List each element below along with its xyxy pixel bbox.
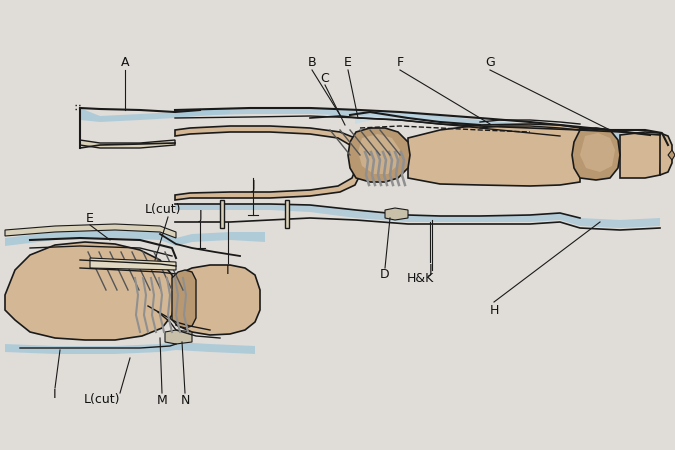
- Text: I: I: [226, 264, 230, 276]
- Text: I: I: [53, 388, 57, 401]
- Polygon shape: [580, 133, 615, 172]
- Polygon shape: [355, 112, 440, 124]
- Polygon shape: [165, 330, 192, 344]
- Polygon shape: [172, 270, 196, 328]
- Polygon shape: [408, 124, 580, 186]
- Polygon shape: [90, 258, 176, 270]
- Polygon shape: [175, 126, 360, 200]
- Text: F: F: [396, 55, 404, 68]
- Text: M: M: [157, 393, 167, 406]
- Polygon shape: [80, 108, 230, 122]
- Polygon shape: [285, 200, 289, 228]
- Polygon shape: [176, 265, 260, 335]
- Polygon shape: [572, 128, 620, 180]
- Polygon shape: [5, 224, 176, 238]
- Polygon shape: [175, 108, 650, 142]
- Polygon shape: [358, 134, 400, 174]
- Text: L(cut): L(cut): [84, 393, 120, 406]
- Text: H: H: [489, 303, 499, 316]
- Text: N: N: [180, 393, 190, 406]
- Text: J: J: [428, 264, 432, 276]
- Polygon shape: [385, 208, 408, 220]
- Text: C: C: [321, 72, 329, 85]
- Polygon shape: [0, 228, 310, 445]
- Polygon shape: [220, 200, 224, 228]
- Polygon shape: [80, 120, 175, 148]
- Polygon shape: [5, 342, 255, 354]
- Text: G: G: [485, 55, 495, 68]
- Text: A: A: [121, 55, 129, 68]
- Polygon shape: [175, 204, 660, 228]
- Text: D: D: [380, 269, 390, 282]
- Polygon shape: [620, 132, 662, 178]
- Text: J: J: [198, 208, 202, 221]
- Text: B: B: [308, 55, 317, 68]
- Polygon shape: [668, 150, 675, 160]
- Text: E: E: [86, 212, 94, 225]
- Text: H&K: H&K: [406, 271, 433, 284]
- Polygon shape: [660, 133, 672, 175]
- Polygon shape: [5, 230, 265, 246]
- Text: J: J: [251, 179, 255, 192]
- Polygon shape: [348, 128, 410, 182]
- Polygon shape: [5, 242, 176, 340]
- Text: E: E: [344, 55, 352, 68]
- Text: L(cut): L(cut): [144, 203, 182, 216]
